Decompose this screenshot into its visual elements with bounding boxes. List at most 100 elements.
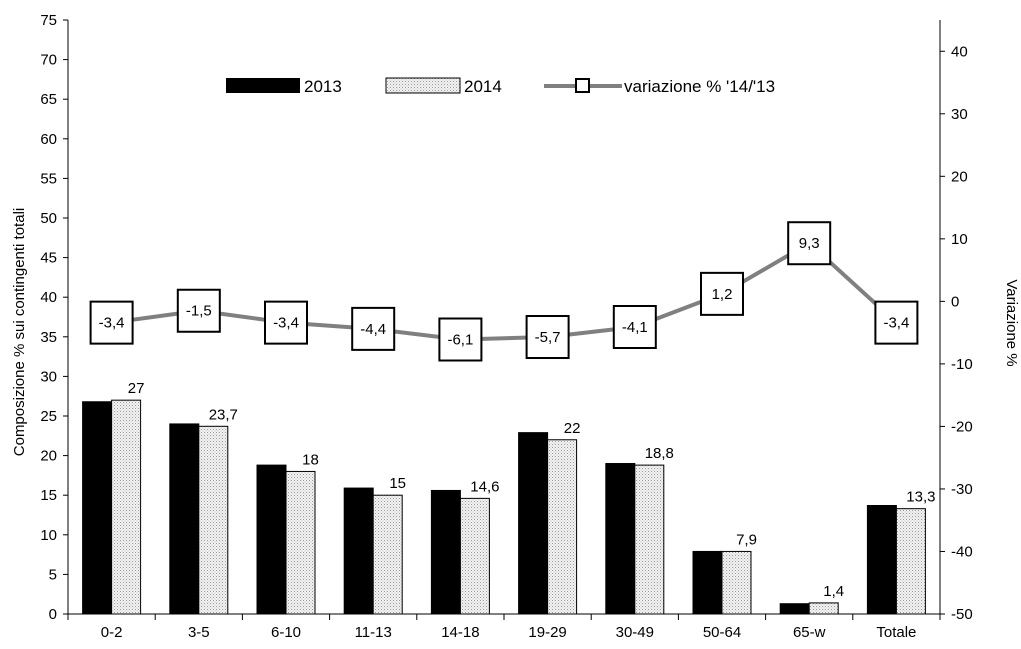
bar-2013 bbox=[82, 401, 113, 615]
variation-marker bbox=[525, 315, 570, 360]
y2-tick-label: 40 bbox=[951, 43, 968, 60]
y2-tick-label: 10 bbox=[951, 231, 968, 248]
y2-tick-label: -30 bbox=[951, 481, 973, 498]
y-tick-label: 60 bbox=[40, 131, 57, 148]
y-tick-label: 40 bbox=[40, 289, 57, 306]
bar-2013 bbox=[343, 487, 374, 615]
data-label-2014: 7,9 bbox=[736, 531, 757, 548]
y2-tick-label: 0 bbox=[951, 293, 959, 310]
variation-marker bbox=[351, 306, 396, 351]
y2-tick-label: -10 bbox=[951, 356, 973, 373]
bar-2014 bbox=[895, 508, 926, 615]
bar-2014 bbox=[111, 399, 142, 615]
labels-layer: 27 23,7 18 15 14,6 22 18,8 7,9 1,4 13,3 bbox=[128, 380, 936, 600]
variation-marker bbox=[700, 271, 744, 316]
variation-marker bbox=[176, 288, 221, 333]
variation-line bbox=[111, 241, 898, 342]
legend-swatch-2014 bbox=[385, 77, 461, 94]
y-tick-label: 10 bbox=[40, 527, 57, 544]
legend: 2013 2014 variazione % '14/'13 bbox=[226, 77, 775, 96]
line-layer: -3,4 -1,5 -3,4 -4,4 -6,1 -5,7 -4,1 1,2 9,3 -3,4 bbox=[89, 221, 919, 362]
bar-2013 bbox=[866, 504, 897, 615]
data-label-2014: 14,6 bbox=[470, 478, 499, 495]
variation-marker bbox=[264, 300, 308, 345]
y2-tick-label: -40 bbox=[951, 543, 973, 560]
bar-2014 bbox=[372, 494, 403, 615]
y2-axis-title: Variazione % bbox=[1003, 279, 1020, 366]
x-tick-label: 50-64 bbox=[703, 624, 741, 641]
data-label-2014: 22 bbox=[564, 420, 581, 437]
x-tick-label: 19-29 bbox=[528, 624, 566, 641]
variation-marker bbox=[874, 300, 919, 345]
legend-label-variazione: variazione % '14/'13 bbox=[624, 77, 775, 96]
variation-label: 9,3 bbox=[799, 235, 820, 252]
variation-marker bbox=[787, 221, 832, 266]
y-tick-label: 25 bbox=[40, 408, 57, 425]
x-tick-label: 0-2 bbox=[101, 624, 123, 641]
legend-marker-variazione bbox=[575, 78, 590, 93]
legend-swatch-2013 bbox=[226, 78, 300, 93]
legend-label-2014: 2014 bbox=[464, 77, 502, 96]
y-tick-label: 20 bbox=[40, 448, 57, 465]
y2-tick-label: 20 bbox=[951, 168, 968, 185]
variation-marker bbox=[438, 317, 483, 362]
data-label-2014: 27 bbox=[128, 380, 145, 397]
axes-layer: 0-2 3-5 6-10 11-13 14-18 19-29 30-49 50-64 65-w T… bbox=[40, 12, 972, 641]
data-label-2014: 23,7 bbox=[209, 406, 238, 423]
y-tick-label: 0 bbox=[49, 606, 57, 623]
y2-tick-label: -50 bbox=[951, 606, 973, 623]
variation-label: -6,1 bbox=[447, 332, 473, 349]
legend-label-2013: 2013 bbox=[304, 77, 342, 96]
variation-label: -1,5 bbox=[186, 303, 212, 320]
x-tick-label: 3-5 bbox=[188, 624, 210, 641]
y-tick-label: 35 bbox=[40, 329, 57, 346]
bar-2014 bbox=[721, 550, 752, 615]
x-tick-label: Totale bbox=[876, 624, 916, 641]
data-label-2014: 18,8 bbox=[645, 445, 674, 462]
y-tick-label: 5 bbox=[49, 566, 57, 583]
y-tick-label: 30 bbox=[40, 368, 57, 385]
x-tick-label: 6-10 bbox=[271, 624, 301, 641]
variation-marker bbox=[89, 300, 134, 345]
bar-2013 bbox=[605, 463, 636, 615]
x-tick-label: 11-13 bbox=[355, 624, 392, 641]
y-tick-label: 15 bbox=[40, 487, 57, 504]
x-tick-label: 14-18 bbox=[441, 624, 479, 641]
bar-2013 bbox=[256, 464, 287, 615]
data-label-2014: 18 bbox=[302, 451, 319, 468]
y-tick-label: 50 bbox=[40, 210, 57, 227]
bar-2014 bbox=[547, 439, 578, 615]
bar-2014 bbox=[285, 470, 316, 615]
y-tick-label: 70 bbox=[40, 52, 57, 69]
variation-label: -3,4 bbox=[273, 315, 299, 332]
bar-2013 bbox=[779, 603, 810, 615]
variation-label: -3,4 bbox=[883, 315, 909, 332]
y2-tick-label: 30 bbox=[951, 106, 968, 123]
bar-2014 bbox=[634, 464, 665, 615]
bar-2013 bbox=[169, 423, 200, 615]
variation-label: -3,4 bbox=[99, 315, 125, 332]
bar-2013 bbox=[518, 432, 549, 615]
y-tick-label: 65 bbox=[40, 91, 57, 108]
y-tick-label: 55 bbox=[40, 170, 57, 187]
data-label-2014: 15 bbox=[389, 475, 406, 492]
y-axis-title: Composizione % sui contingenti totali bbox=[11, 208, 28, 456]
bar-2014 bbox=[459, 497, 490, 615]
x-tick-label: 30-49 bbox=[616, 624, 654, 641]
y-tick-label: 75 bbox=[40, 12, 57, 29]
bar-2014 bbox=[808, 602, 839, 615]
variation-marker bbox=[612, 305, 657, 350]
data-label-2014: 13,3 bbox=[906, 489, 935, 506]
bar-2013 bbox=[430, 489, 461, 615]
y2-tick-label: -20 bbox=[951, 418, 973, 435]
x-tick-label: 65-w bbox=[793, 624, 826, 641]
variation-label: -5,7 bbox=[535, 329, 561, 346]
bars-layer bbox=[82, 399, 926, 615]
data-label-2014: 1,4 bbox=[823, 583, 844, 600]
variation-label: 1,2 bbox=[712, 286, 733, 303]
y-tick-label: 45 bbox=[40, 250, 57, 267]
variation-label: -4,4 bbox=[360, 321, 386, 338]
variation-label: -4,1 bbox=[622, 319, 648, 336]
bar-2013 bbox=[692, 550, 723, 615]
